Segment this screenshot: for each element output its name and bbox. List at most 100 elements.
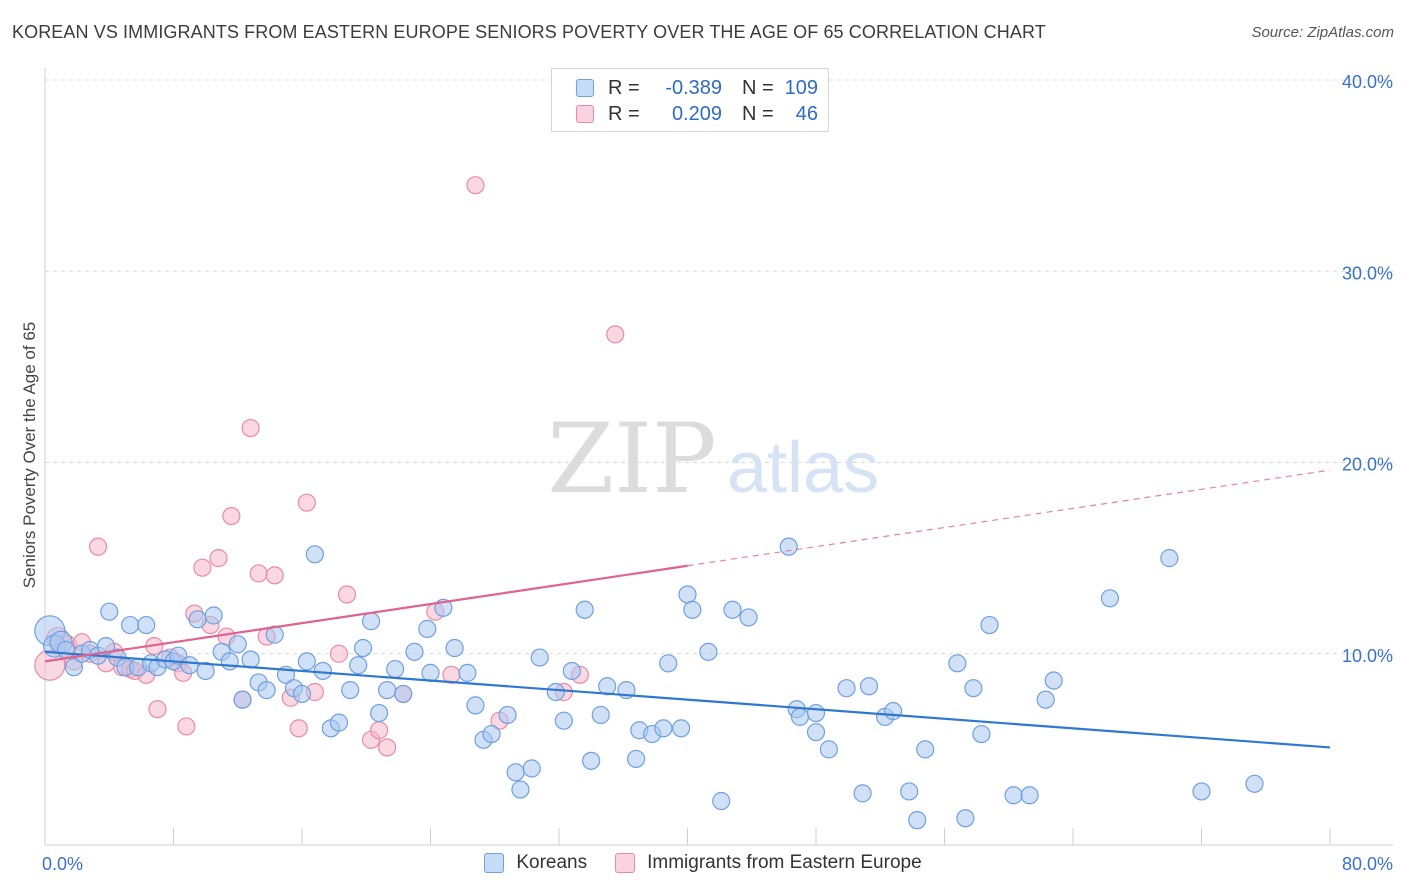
data-point [228,635,247,654]
legend-swatch-blue [576,79,594,97]
data-point [329,713,349,732]
immigrants-swatch [615,853,636,873]
data-point [511,780,530,799]
data-point [405,642,424,661]
data-point [209,549,228,568]
y-tick-label: 10.0% [1342,646,1393,666]
data-point [683,600,702,619]
data-point [289,719,308,738]
data-point [177,717,196,736]
data-point [659,654,678,673]
stats-legend: R = -0.389 N = 109 R = 0.209 N = 46 [551,68,829,132]
data-point [313,661,332,681]
data-point [148,700,167,719]
legend-r-label: R = [608,102,640,125]
trend-line-immigrants-dashed [687,469,1331,567]
data-point [329,644,349,663]
watermark-atlas: atlas [727,428,879,508]
data-point [378,680,397,700]
data-point [297,652,316,671]
watermark: ZIP atlas [547,403,879,515]
data-point [418,619,437,638]
koreans-swatch [484,853,505,873]
legend-n-label: N = [742,76,774,99]
legend-row-koreans: R = -0.389 N = 109 [576,76,818,100]
legend-item-koreans: Koreans [484,852,587,874]
data-point [1004,786,1023,805]
data-point [859,677,879,696]
data-point [654,719,673,738]
data-point [96,636,116,656]
legend-n-label: N = [742,102,774,125]
data-point [233,690,252,709]
data-point [204,606,223,625]
data-point [241,418,260,438]
data-point [837,679,856,698]
data-point [853,784,872,803]
series-koreans-points [34,537,1264,830]
data-point [196,661,215,681]
trend-line-koreans [44,650,1331,749]
data-point [180,656,199,675]
data-point [1020,786,1039,805]
axis-ticks: 10.0% 20.0% 30.0% 40.0% 0.0% 80.0% [42,72,1393,874]
legend-n-value: 46 [795,102,818,125]
data-point [378,738,397,757]
data-point [806,703,826,723]
legend-swatch-pink [576,105,594,123]
data-point [699,642,718,661]
y-tick-label: 30.0% [1342,263,1393,283]
data-point [671,719,691,738]
data-point [137,615,156,635]
data-point [1192,782,1211,801]
data-point [56,640,75,660]
data-point [790,707,810,726]
data-point [723,600,742,619]
data-point [297,493,316,512]
data-point [530,648,549,667]
data-point [972,724,991,744]
axes [44,68,1393,846]
data-point [222,506,241,526]
data-point [779,537,798,556]
data-point [498,705,517,725]
data-point [908,811,927,830]
data-point [337,585,357,604]
data-point [458,663,477,682]
immigrants-label: Immigrants from Eastern Europe [647,852,922,873]
data-point [241,650,260,669]
chart-title: KOREAN VS IMMIGRANTS FROM EASTERN EUROPE… [12,22,1046,42]
data-point [606,325,625,344]
data-point [819,740,838,759]
y-tick-label: 40.0% [1342,72,1393,92]
data-point [341,680,360,700]
data-point [100,602,119,621]
legend-r-value: 0.209 [671,102,722,125]
data-point [361,612,381,631]
data-point [1044,671,1063,690]
data-point [394,684,413,704]
trend-line-immigrants [44,564,688,663]
data-point [506,763,525,782]
data-point [265,566,284,585]
data-point [948,654,967,673]
data-point [546,682,565,702]
data-point [445,638,464,658]
data-point [562,661,581,681]
data-point [353,638,373,658]
data-point [121,615,140,635]
data-point [482,724,501,744]
koreans-label: Koreans [516,852,588,873]
data-point [582,751,601,770]
data-point [1100,589,1120,608]
data-point [900,782,919,801]
data-point [1245,774,1264,793]
watermark-zip: ZIP [547,403,716,515]
data-point [349,656,368,675]
data-point [257,680,276,700]
data-point [712,791,731,811]
data-point [88,537,108,556]
data-point [575,600,594,619]
legend-item-immigrants: Immigrants from Eastern Europe [615,852,922,874]
